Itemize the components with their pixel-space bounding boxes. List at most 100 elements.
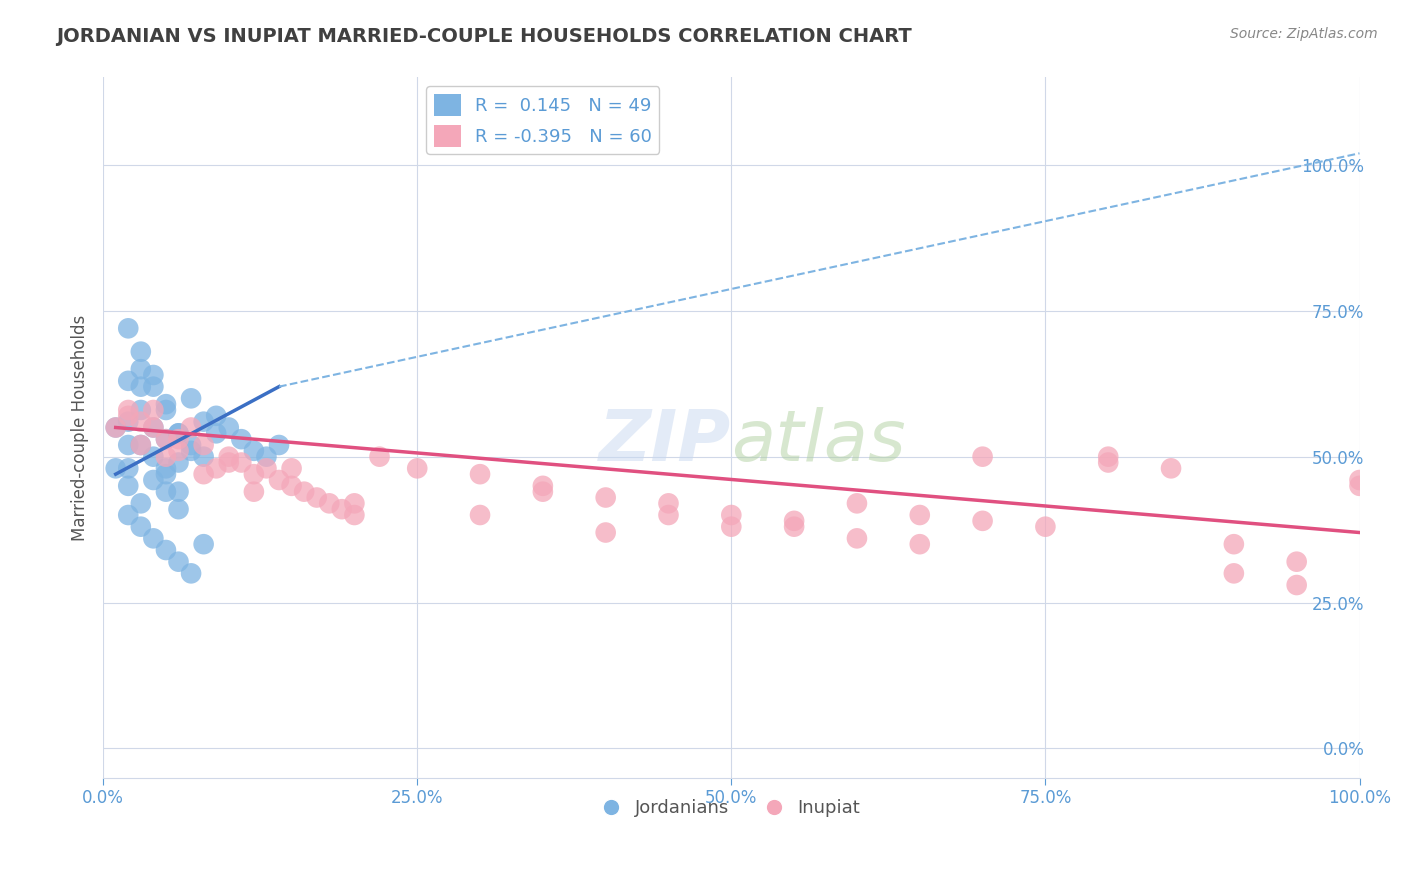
Point <box>1348 473 1371 487</box>
Point <box>180 420 202 434</box>
Point <box>205 461 228 475</box>
Point <box>657 496 679 510</box>
Point <box>129 344 152 359</box>
Point <box>231 432 253 446</box>
Point <box>117 438 139 452</box>
Point <box>180 392 202 406</box>
Point <box>218 420 240 434</box>
Point <box>167 502 190 516</box>
Point <box>129 438 152 452</box>
Point <box>1223 566 1246 581</box>
Point <box>1223 537 1246 551</box>
Point <box>117 409 139 423</box>
Point <box>720 519 742 533</box>
Point <box>167 426 190 441</box>
Point <box>167 426 190 441</box>
Point <box>167 432 190 446</box>
Point <box>129 379 152 393</box>
Point <box>1097 450 1119 464</box>
Point <box>1348 479 1371 493</box>
Point <box>231 456 253 470</box>
Point <box>142 473 165 487</box>
Point <box>155 432 177 446</box>
Point <box>117 461 139 475</box>
Point <box>783 514 806 528</box>
Text: JORDANIAN VS INUPIAT MARRIED-COUPLE HOUSEHOLDS CORRELATION CHART: JORDANIAN VS INUPIAT MARRIED-COUPLE HOUS… <box>56 27 912 45</box>
Point <box>193 537 215 551</box>
Point <box>243 484 266 499</box>
Point <box>193 438 215 452</box>
Point <box>142 420 165 434</box>
Point <box>468 508 491 522</box>
Point <box>142 379 165 393</box>
Point <box>531 479 554 493</box>
Point <box>972 450 994 464</box>
Point <box>1285 578 1308 592</box>
Point <box>256 450 278 464</box>
Point <box>595 525 617 540</box>
Point <box>218 456 240 470</box>
Point <box>129 415 152 429</box>
Point <box>117 508 139 522</box>
Point <box>155 450 177 464</box>
Point <box>117 479 139 493</box>
Point <box>129 362 152 376</box>
Point <box>155 432 177 446</box>
Y-axis label: Married-couple Households: Married-couple Households <box>72 314 89 541</box>
Point <box>908 537 931 551</box>
Point <box>280 461 302 475</box>
Point <box>104 461 127 475</box>
Point <box>1160 461 1182 475</box>
Text: ZIP: ZIP <box>599 407 731 476</box>
Point <box>167 443 190 458</box>
Point <box>117 403 139 417</box>
Point <box>205 409 228 423</box>
Point <box>1035 519 1057 533</box>
Point <box>142 532 165 546</box>
Point <box>595 491 617 505</box>
Point <box>117 321 139 335</box>
Point <box>531 484 554 499</box>
Point <box>280 479 302 493</box>
Point <box>256 461 278 475</box>
Point <box>468 467 491 482</box>
Point <box>972 514 994 528</box>
Point <box>104 420 127 434</box>
Point <box>129 519 152 533</box>
Point <box>167 456 190 470</box>
Point <box>193 415 215 429</box>
Point <box>155 461 177 475</box>
Point <box>180 443 202 458</box>
Point <box>267 438 290 452</box>
Point <box>193 467 215 482</box>
Point <box>104 420 127 434</box>
Text: atlas: atlas <box>731 407 905 476</box>
Point <box>267 473 290 487</box>
Point <box>142 368 165 382</box>
Point <box>167 484 190 499</box>
Point <box>142 403 165 417</box>
Point <box>720 508 742 522</box>
Point <box>1285 555 1308 569</box>
Point <box>243 443 266 458</box>
Legend: Jordanians, Inupiat: Jordanians, Inupiat <box>595 792 868 824</box>
Point <box>142 420 165 434</box>
Point <box>243 467 266 482</box>
Point <box>406 461 429 475</box>
Point <box>180 438 202 452</box>
Point <box>318 496 340 510</box>
Point <box>155 403 177 417</box>
Point <box>218 450 240 464</box>
Point <box>117 415 139 429</box>
Point <box>155 484 177 499</box>
Point <box>343 508 366 522</box>
Point <box>305 491 328 505</box>
Point <box>845 496 868 510</box>
Point <box>845 532 868 546</box>
Point <box>368 450 391 464</box>
Point <box>193 450 215 464</box>
Point <box>180 566 202 581</box>
Point <box>129 438 152 452</box>
Point <box>908 508 931 522</box>
Point <box>343 496 366 510</box>
